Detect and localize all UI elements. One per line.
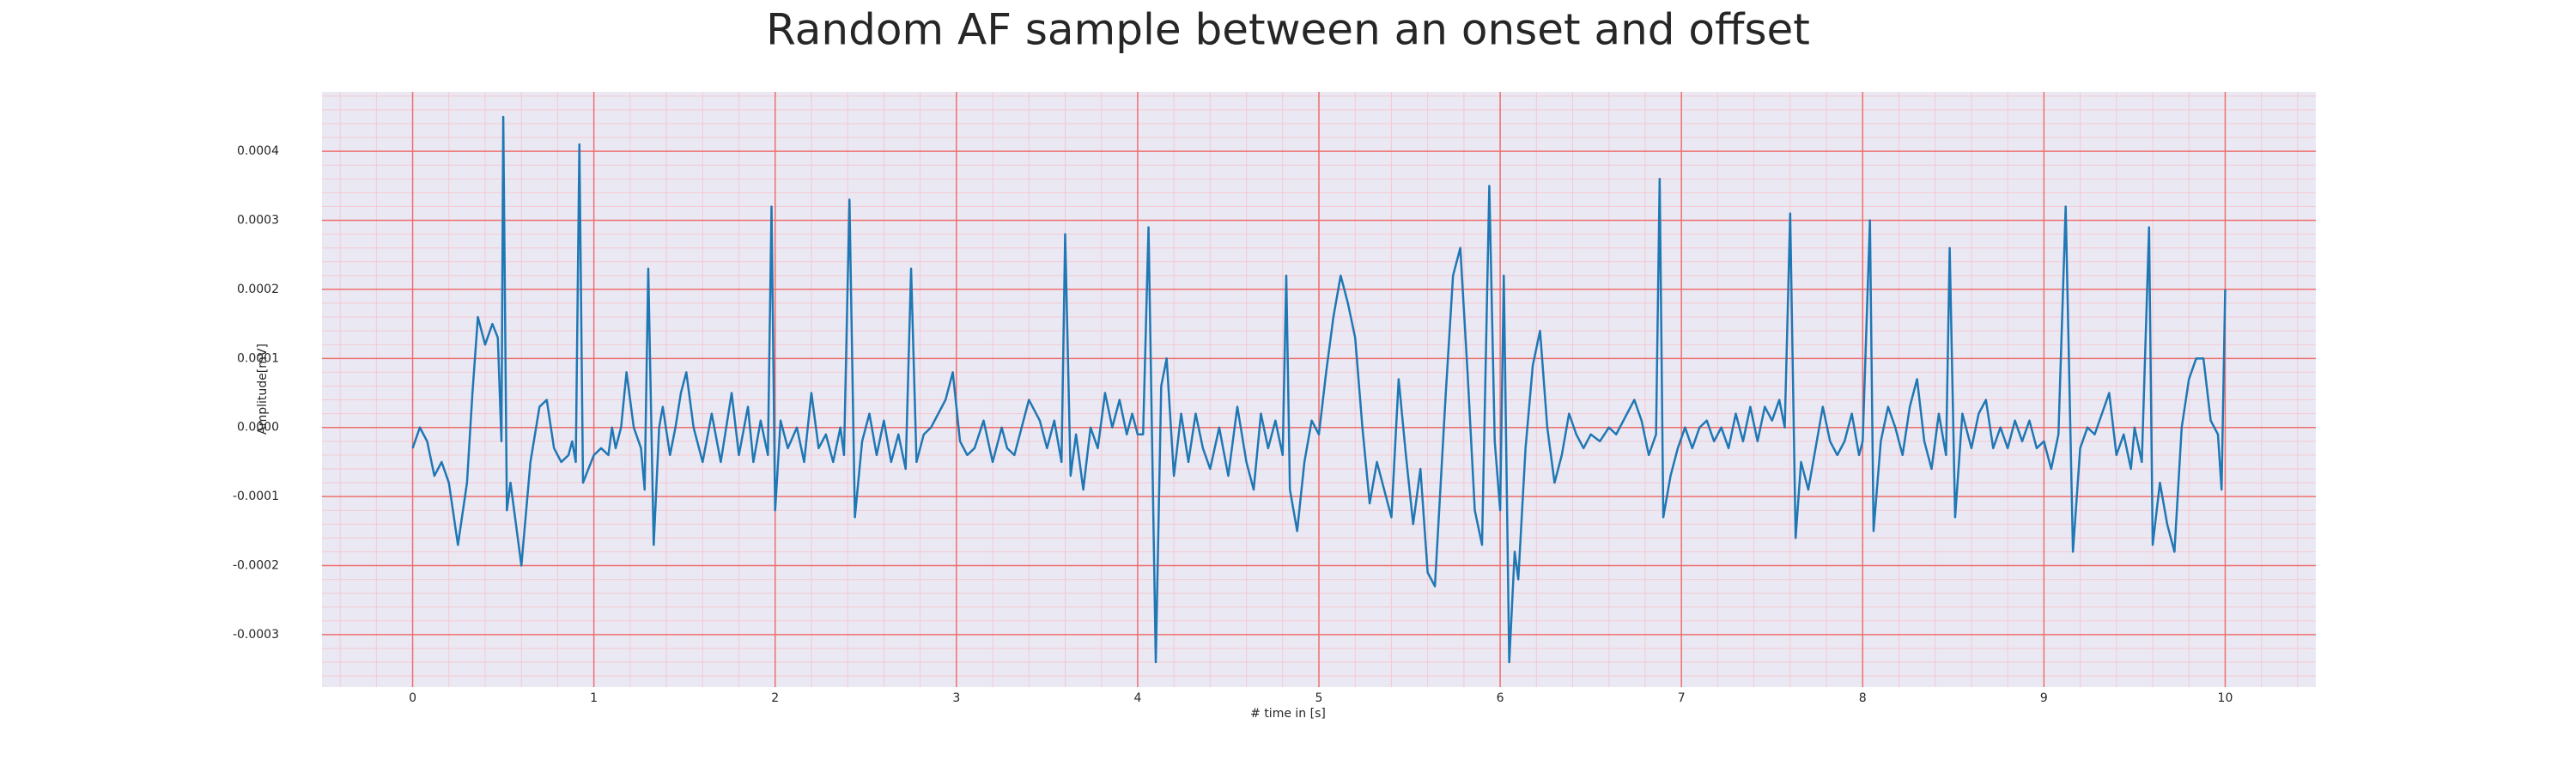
signal-line	[411, 115, 2227, 664]
x-tick-label: 10	[2218, 691, 2233, 705]
y-tick-label: -0.0002	[233, 559, 279, 573]
x-tick-label: 5	[1315, 691, 1323, 705]
y-axis-label: Amplitude[mV]	[256, 344, 270, 435]
y-tick-label: 0.0004	[237, 144, 279, 158]
x-tick-label: 9	[2040, 691, 2048, 705]
x-tick-label: 2	[771, 691, 779, 705]
x-tick-label: 3	[952, 691, 960, 705]
y-tick-label: 0.0000	[237, 421, 279, 435]
y-tick-label: 0.0003	[237, 214, 279, 228]
x-tick-label: 1	[590, 691, 598, 705]
x-axis-label: # time in [s]	[1250, 707, 1326, 721]
chart-title: Random AF sample between an onset and of…	[766, 5, 1810, 55]
x-tick-label: 8	[1859, 691, 1867, 705]
y-tick-label: -0.0001	[233, 490, 279, 503]
y-tick-label: 0.0002	[237, 283, 279, 296]
x-tick-label: 6	[1497, 691, 1504, 705]
y-tick-label: 0.0001	[237, 351, 279, 365]
x-tick-label: 0	[409, 691, 416, 705]
y-tick-label: -0.0003	[233, 628, 279, 642]
x-tick-label: 7	[1678, 691, 1686, 705]
x-tick-label: 4	[1133, 691, 1141, 705]
